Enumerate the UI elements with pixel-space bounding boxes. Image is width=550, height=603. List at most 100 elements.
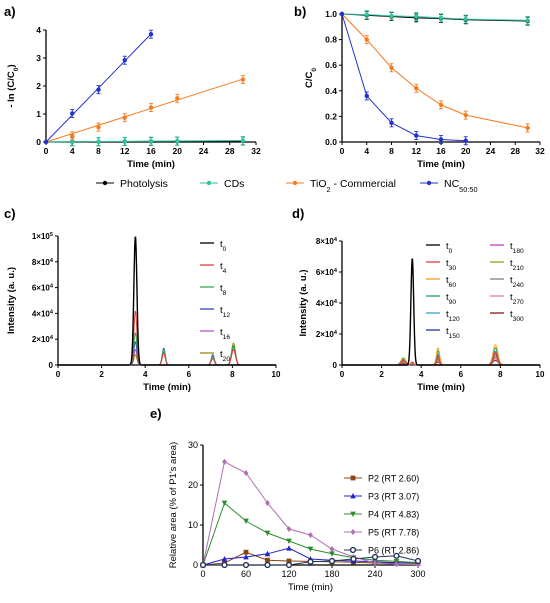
legend: P2 (RT 2.60) P3 (RT 3.07) P4 (RT 4.83) P5 (…	[344, 474, 419, 556]
data-point	[148, 105, 154, 110]
y-tick-label: 6×104	[316, 268, 338, 277]
data-point	[70, 133, 75, 139]
data-point	[243, 549, 249, 555]
data-point	[525, 18, 530, 23]
x-tick-label: 20	[173, 146, 183, 156]
data-point	[463, 16, 468, 22]
data-point	[221, 556, 228, 562]
data-point	[96, 124, 101, 130]
x-tick-label: 240	[367, 569, 382, 579]
x-tick-label: 32	[251, 146, 261, 156]
data-point	[307, 558, 314, 565]
legend: t0 t4 t8 t12 t16 t20	[200, 239, 230, 363]
x-tick-label: 300	[410, 569, 425, 579]
legend-item: t16	[200, 327, 230, 341]
data-point	[438, 15, 444, 21]
x-tick-label: 24	[486, 146, 496, 156]
data-point	[221, 500, 228, 506]
legend-item: t0	[426, 241, 453, 255]
x-axis-title: Time (min)	[288, 582, 333, 593]
data-point	[243, 554, 249, 560]
data-point	[175, 138, 180, 144]
y-tick-label: 3	[36, 53, 41, 63]
x-tick-label: 0	[56, 370, 61, 379]
x-tick-label: 2	[379, 370, 384, 379]
panel-label: e)	[150, 406, 162, 421]
legend-label: t270	[510, 292, 524, 306]
y-tick-label: 0.2	[325, 111, 337, 121]
y-tick-label: 1.0	[325, 9, 337, 19]
chromatogram-trace	[58, 341, 276, 366]
data-point	[463, 112, 468, 118]
legend-label: t30	[446, 258, 456, 272]
y-tick-label: 0.6	[325, 60, 337, 70]
data-point	[328, 557, 336, 565]
x-axis-title: Time (min)	[417, 382, 465, 393]
legend-label: P6 (RT 2.86)	[368, 546, 419, 556]
x-tick-label: 120	[281, 569, 296, 579]
fit-line	[45, 140, 243, 143]
legend-label: t150	[446, 326, 460, 340]
data-point	[329, 546, 335, 552]
chart-panel-e: 0 60 120 180 240 300 0 10 20 30 Time (min) Relative…	[168, 440, 426, 593]
x-tick-label: 60	[241, 569, 251, 579]
y-tick-label: 0	[193, 560, 198, 570]
legend-item: t240	[490, 275, 524, 289]
data-point	[264, 550, 271, 557]
legend-item: t270	[490, 292, 524, 306]
data-point	[389, 13, 394, 19]
x-tick-label: 10	[272, 370, 281, 379]
chromatogram-trace	[58, 236, 276, 366]
legend-marker	[349, 546, 357, 554]
panel-label: a)	[4, 4, 16, 19]
y-axis-title: Intensity (a. u.)	[298, 269, 309, 336]
data-point	[96, 139, 101, 144]
legend-label: NC50:50	[444, 178, 478, 194]
legend-item: t4	[200, 261, 227, 275]
legend-label: t60	[446, 275, 456, 289]
chromatogram-trace	[58, 332, 276, 366]
x-tick-label: 32	[535, 146, 545, 156]
data-point	[308, 532, 313, 538]
y-tick-label: 1×105	[32, 232, 53, 241]
data-point	[96, 87, 101, 92]
legend-label: TiO2 - Commercial	[310, 178, 396, 194]
chromatogram-trace	[342, 344, 540, 366]
y-axis-title: Intensity (a. u.)	[6, 267, 17, 334]
data-point	[463, 138, 468, 143]
data-point	[371, 553, 379, 561]
data-point	[372, 560, 378, 566]
data-point	[364, 93, 369, 99]
legend: t0 t30 t60 t90 t120 t150 t180 t210 t240 t270 t300	[426, 241, 524, 340]
legend-label: Photolysis	[120, 178, 168, 190]
legend-item: P4 (RT 4.83)	[344, 510, 419, 520]
x-tick-label: 6	[187, 370, 192, 379]
legend-item: t90	[426, 292, 456, 306]
x-tick-label: 10	[536, 370, 545, 379]
legend-item: t210	[490, 258, 524, 272]
legend-marker	[426, 180, 432, 186]
legend-item: t60	[426, 275, 456, 289]
data-point	[264, 561, 271, 569]
y-tick-label: 0	[49, 361, 54, 370]
panel-label: d)	[292, 206, 304, 221]
legend-item: t150	[426, 326, 460, 340]
legend-item: t0	[200, 239, 227, 253]
legend-marker	[350, 493, 356, 499]
legend-marker	[206, 180, 212, 186]
x-tick-label: 0	[44, 146, 49, 156]
data-point	[329, 551, 335, 557]
data-point	[414, 557, 422, 565]
panel-label: b)	[294, 4, 306, 19]
legend-label: t20	[220, 349, 230, 363]
data-point	[394, 561, 399, 568]
chart-panel-d: 0 2 4 6 8 10 0 2×104 4×104 6×104 8×104 Time (min) In…	[298, 237, 545, 393]
y-axis-title: Relative area (% of P1's area)	[168, 442, 179, 568]
series-line	[341, 13, 466, 142]
data-point	[285, 561, 293, 569]
series	[339, 11, 530, 133]
x-tick-label: 0	[200, 569, 205, 579]
legend-label: t16	[220, 327, 230, 341]
legend-label: t240	[510, 275, 524, 289]
